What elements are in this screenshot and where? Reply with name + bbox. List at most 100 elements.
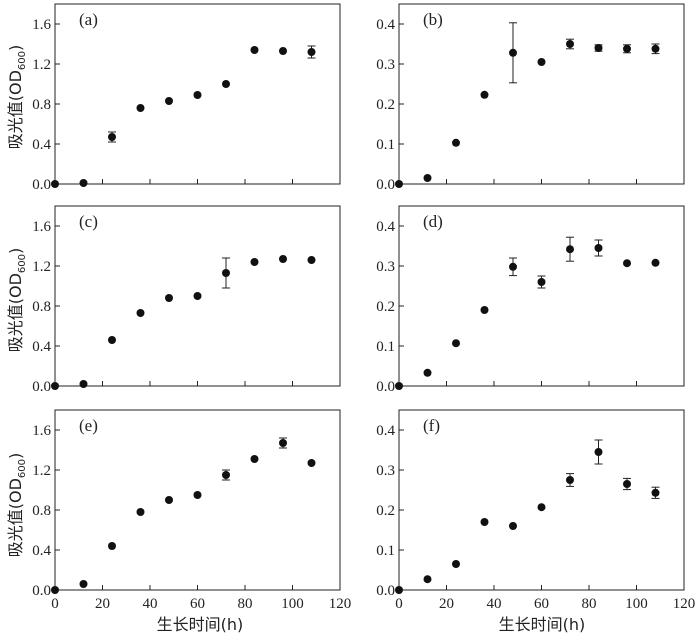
data-point xyxy=(279,439,287,447)
y-tick-label: 0.1 xyxy=(376,339,395,355)
panel-label: (a) xyxy=(79,10,98,29)
y-tick-label: 0.8 xyxy=(32,299,51,315)
data-point xyxy=(651,44,660,53)
y-tick-label: 0.0 xyxy=(32,379,51,395)
y-tick-label: 0.8 xyxy=(32,503,51,519)
data-point xyxy=(623,44,631,53)
data-point xyxy=(423,575,432,584)
y-tick-label: 0.2 xyxy=(376,503,395,519)
data-point xyxy=(480,306,489,314)
y-tick-label: 0.4 xyxy=(32,543,51,559)
y-tick-label: 0.1 xyxy=(376,543,395,559)
y-tick-label: 1.6 xyxy=(32,423,51,439)
data-point xyxy=(279,47,287,55)
x-tick-label: 120 xyxy=(673,596,696,612)
data-point xyxy=(108,336,116,344)
panel-label: (c) xyxy=(79,212,98,231)
y-tick-label: 0.1 xyxy=(376,137,395,153)
data-point xyxy=(537,58,546,66)
y-tick-label: 0.8 xyxy=(32,97,51,113)
data-point xyxy=(509,48,517,57)
data-point xyxy=(395,586,403,594)
data-point xyxy=(51,382,59,390)
data-point xyxy=(165,294,173,302)
x-tick-label: 80 xyxy=(582,596,597,612)
data-point xyxy=(165,496,173,504)
data-point xyxy=(165,97,173,105)
y-tick-label: 1.6 xyxy=(32,17,51,33)
data-point xyxy=(307,459,316,467)
panel-label: (d) xyxy=(423,212,443,231)
data-point xyxy=(623,480,631,488)
data-point xyxy=(307,256,316,264)
plot-frame xyxy=(398,409,685,591)
y-tick-label: 0.4 xyxy=(32,339,51,355)
y-tick-label: 1.6 xyxy=(32,219,51,235)
x-tick-label: 100 xyxy=(281,596,304,612)
plot-frame xyxy=(398,205,685,387)
data-point xyxy=(480,518,489,526)
data-point xyxy=(395,180,403,188)
x-tick-label: 0 xyxy=(51,596,59,612)
data-point xyxy=(79,580,88,588)
svg-text:吸光值(OD600): 吸光值(OD600) xyxy=(6,45,28,150)
data-point xyxy=(452,339,460,348)
data-point xyxy=(193,491,202,499)
data-point xyxy=(222,80,230,88)
y-tick-label: 0.4 xyxy=(32,137,51,153)
y-tick-label: 0.0 xyxy=(376,177,395,193)
data-point xyxy=(193,91,202,99)
ylabel-sub: 600 xyxy=(17,51,28,70)
data-point xyxy=(222,269,230,277)
panel-b: (b) 0.0 0.1 0.2 0.3 0.4 xyxy=(376,3,685,193)
data-point xyxy=(651,258,660,267)
panel-c: (c) 0.0 0.4 0.8 1.2 1.6 xyxy=(32,205,341,395)
svg-text:吸光值(OD600): 吸光值(OD600) xyxy=(6,248,28,353)
panel-f: (f) 0.0 0.1 0.2 0.3 0.4 0 20 40 60 80 100 120 xyxy=(376,409,696,612)
y-tick-label: 0.4 xyxy=(376,423,395,439)
y-tick-label: 0.3 xyxy=(376,57,395,73)
y-axis-title-row1: 吸光值(OD600) xyxy=(6,45,28,150)
x-tick-label: 0 xyxy=(395,596,403,612)
data-point xyxy=(537,278,546,286)
panel-d: (d) 0.0 0.1 0.2 0.3 0.4 xyxy=(376,205,685,395)
y-tick-label: 0.2 xyxy=(376,97,395,113)
ylabel-sub: 600 xyxy=(17,459,28,478)
y-tick-label: 0.0 xyxy=(32,583,51,599)
panel-label: (f) xyxy=(423,416,440,435)
ylabel-main: 吸光值(OD xyxy=(6,478,25,557)
x-tick-label: 100 xyxy=(625,596,648,612)
data-point xyxy=(509,262,517,271)
data-point xyxy=(537,503,546,512)
data-point xyxy=(108,133,116,141)
data-point xyxy=(566,245,574,254)
x-tick-label: 80 xyxy=(238,596,253,612)
plot-frame xyxy=(398,3,685,185)
data-point xyxy=(108,542,116,550)
data-point xyxy=(480,90,489,99)
data-point xyxy=(594,448,603,456)
data-point xyxy=(279,255,287,263)
ylabel-close: ) xyxy=(6,45,25,51)
panel-a: (a) 0.0 0.4 0.8 1.2 1.6 xyxy=(32,3,341,193)
ylabel-main: 吸光值(OD xyxy=(6,273,25,352)
y-tick-label: 0.0 xyxy=(376,583,395,599)
panel-label: (e) xyxy=(79,416,98,435)
ylabel-sub: 600 xyxy=(17,254,28,273)
data-point xyxy=(193,292,202,300)
y-tick-label: 1.2 xyxy=(32,259,51,275)
data-point xyxy=(51,586,59,594)
data-point xyxy=(651,488,660,497)
y-tick-label: 0.3 xyxy=(376,463,395,479)
data-point xyxy=(594,244,603,252)
y-tick-label: 0.2 xyxy=(376,299,395,315)
data-point xyxy=(51,180,59,188)
x-tick-label: 20 xyxy=(439,596,454,612)
data-point xyxy=(136,508,145,516)
svg-text:吸光值(OD600): 吸光值(OD600) xyxy=(6,453,28,558)
data-point xyxy=(566,40,574,48)
y-tick-label: 0.0 xyxy=(376,379,395,395)
plot-frame xyxy=(54,409,341,591)
x-tick-label: 20 xyxy=(95,596,110,612)
